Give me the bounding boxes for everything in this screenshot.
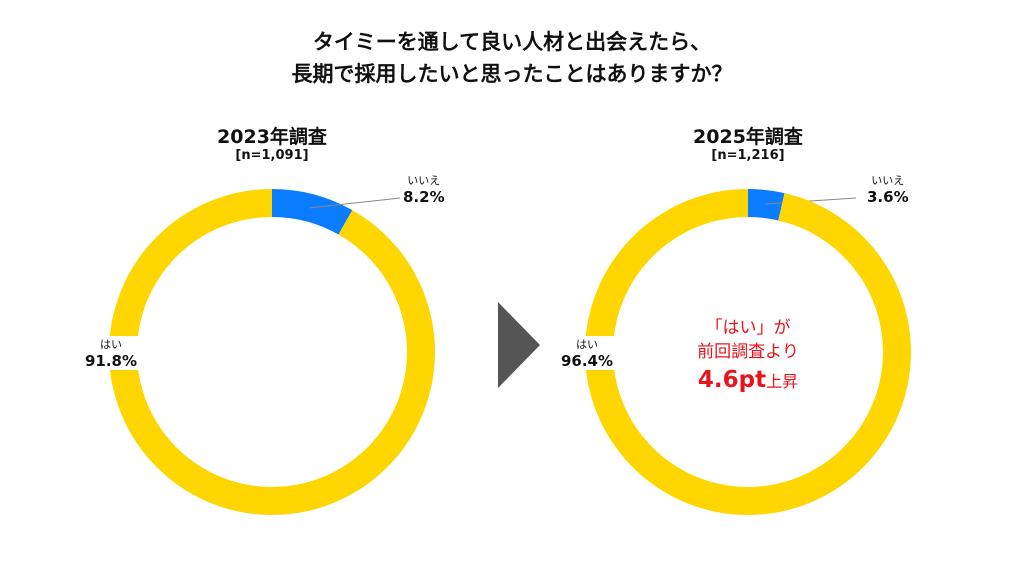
- chart-2-no-label: いいえ 3.6%: [867, 174, 909, 206]
- annotation-value: 4.6pt: [697, 367, 767, 393]
- chart-1-slice-yes: [108, 189, 435, 515]
- arrow-icon: [498, 302, 540, 388]
- chart-1-leader-line: [309, 197, 401, 209]
- chart-1-yes-label: はい 91.8%: [78, 336, 144, 370]
- chart-1-title: 2023年調査: [217, 126, 327, 148]
- change-annotation: 「はい」が 前回調査より 4.6pt上昇: [648, 316, 848, 398]
- chart-2-slice-no: [748, 189, 785, 221]
- chart-2-title: 2025年調査: [693, 126, 803, 148]
- annotation-line-1: 「はい」が: [705, 318, 791, 338]
- annotation-line-2: 前回調査より: [697, 342, 799, 362]
- chart-title: タイミーを通して良い人材と出会えたら、 長期で採用したいと思ったことはありますか…: [0, 26, 1024, 90]
- chart-2-leader-line: [764, 197, 857, 205]
- chart-1-n: [n=1,091]: [235, 148, 309, 163]
- title-line-2: 長期で採用したいと思ったことはありますか？: [291, 62, 733, 86]
- chart-2-n: [n=1,216]: [711, 148, 785, 163]
- chart-1-slice-no: [272, 189, 353, 235]
- title-line-1: タイミーを通して良い人材と出会えたら、: [312, 30, 712, 54]
- chart-1-no-label: いいえ 8.2%: [403, 174, 445, 206]
- chart-2-yes-label: はい 96.4%: [554, 336, 620, 370]
- annotation-suffix: 上昇: [766, 372, 799, 391]
